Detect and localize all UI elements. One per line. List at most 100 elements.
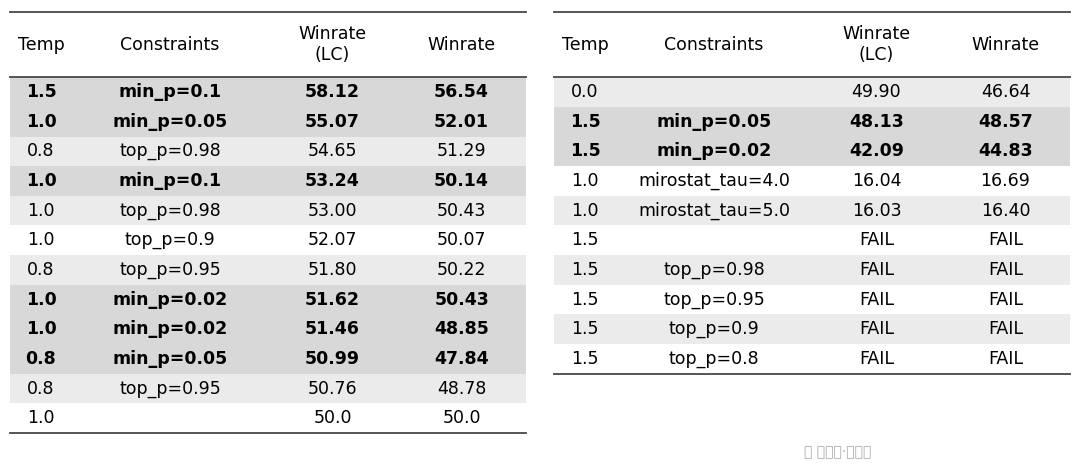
Text: min_p=0.1: min_p=0.1 bbox=[119, 172, 221, 190]
Text: 50.22: 50.22 bbox=[436, 261, 486, 279]
Text: top_p=0.9: top_p=0.9 bbox=[669, 320, 759, 338]
Text: 50.0: 50.0 bbox=[313, 409, 352, 427]
Bar bbox=[554, 255, 1070, 285]
Text: 1.0: 1.0 bbox=[26, 291, 56, 308]
Bar bbox=[10, 196, 526, 226]
Text: FAIL: FAIL bbox=[859, 261, 894, 279]
Text: 1.0: 1.0 bbox=[27, 409, 55, 427]
Bar bbox=[554, 344, 1070, 374]
Text: Winrate
(LC): Winrate (LC) bbox=[842, 25, 910, 64]
Bar bbox=[554, 196, 1070, 226]
Text: 16.03: 16.03 bbox=[852, 202, 902, 219]
Bar bbox=[10, 137, 526, 166]
Bar bbox=[10, 403, 526, 433]
Bar bbox=[554, 77, 1070, 107]
Text: 0.8: 0.8 bbox=[27, 142, 55, 161]
Text: Winrate: Winrate bbox=[971, 36, 1040, 54]
Text: 1.0: 1.0 bbox=[27, 202, 55, 219]
Text: FAIL: FAIL bbox=[988, 291, 1023, 308]
Bar bbox=[554, 12, 1070, 77]
Text: 1.0: 1.0 bbox=[26, 320, 56, 338]
Text: top_p=0.9: top_p=0.9 bbox=[124, 231, 215, 249]
Text: FAIL: FAIL bbox=[988, 320, 1023, 338]
Text: 1.5: 1.5 bbox=[571, 231, 598, 249]
Bar bbox=[10, 255, 526, 285]
Text: 16.69: 16.69 bbox=[981, 172, 1030, 190]
Bar bbox=[10, 314, 526, 344]
Text: 1.5: 1.5 bbox=[569, 113, 600, 131]
Text: 51.80: 51.80 bbox=[308, 261, 357, 279]
Text: Winrate
(LC): Winrate (LC) bbox=[298, 25, 366, 64]
Text: 0.8: 0.8 bbox=[26, 350, 56, 368]
Text: 48.57: 48.57 bbox=[978, 113, 1032, 131]
Text: 53.00: 53.00 bbox=[308, 202, 357, 219]
Text: 53.24: 53.24 bbox=[306, 172, 360, 190]
Text: 58.12: 58.12 bbox=[305, 83, 360, 101]
Text: FAIL: FAIL bbox=[988, 261, 1023, 279]
Text: 1.0: 1.0 bbox=[571, 202, 598, 219]
Text: Constraints: Constraints bbox=[664, 36, 764, 54]
Text: 42.09: 42.09 bbox=[849, 142, 904, 161]
Text: 47.84: 47.84 bbox=[434, 350, 489, 368]
Text: 50.99: 50.99 bbox=[305, 350, 360, 368]
Text: min_p=0.1: min_p=0.1 bbox=[119, 83, 221, 101]
Text: 50.43: 50.43 bbox=[434, 291, 489, 308]
Bar bbox=[10, 344, 526, 374]
Text: top_p=0.98: top_p=0.98 bbox=[663, 261, 765, 279]
Text: 48.85: 48.85 bbox=[434, 320, 489, 338]
Text: 48.78: 48.78 bbox=[436, 380, 486, 397]
Text: top_p=0.8: top_p=0.8 bbox=[669, 350, 759, 368]
Bar bbox=[10, 285, 526, 314]
Text: 55.07: 55.07 bbox=[305, 113, 360, 131]
Text: top_p=0.95: top_p=0.95 bbox=[119, 380, 220, 397]
Text: min_p=0.02: min_p=0.02 bbox=[112, 320, 228, 338]
Text: top_p=0.95: top_p=0.95 bbox=[663, 291, 765, 308]
Text: 1.0: 1.0 bbox=[26, 113, 56, 131]
Text: 52.01: 52.01 bbox=[434, 113, 489, 131]
Text: min_p=0.02: min_p=0.02 bbox=[112, 291, 228, 308]
Text: 0.0: 0.0 bbox=[571, 83, 598, 101]
Text: min_p=0.05: min_p=0.05 bbox=[657, 113, 771, 131]
Bar bbox=[10, 374, 526, 403]
Bar bbox=[10, 166, 526, 196]
Text: FAIL: FAIL bbox=[988, 231, 1023, 249]
Text: 1.5: 1.5 bbox=[569, 142, 600, 161]
Text: 50.0: 50.0 bbox=[442, 409, 481, 427]
Text: FAIL: FAIL bbox=[988, 350, 1023, 368]
Text: 1.0: 1.0 bbox=[26, 172, 56, 190]
Text: FAIL: FAIL bbox=[859, 231, 894, 249]
Text: mirostat_tau=4.0: mirostat_tau=4.0 bbox=[638, 172, 789, 190]
Bar bbox=[554, 314, 1070, 344]
Bar bbox=[10, 77, 526, 107]
Text: Temp: Temp bbox=[562, 36, 608, 54]
Text: 50.07: 50.07 bbox=[436, 231, 486, 249]
Text: 46.64: 46.64 bbox=[981, 83, 1030, 101]
Text: FAIL: FAIL bbox=[859, 320, 894, 338]
Text: 51.46: 51.46 bbox=[305, 320, 360, 338]
Bar bbox=[554, 107, 1070, 137]
Text: 50.76: 50.76 bbox=[308, 380, 357, 397]
Text: 56.54: 56.54 bbox=[434, 83, 489, 101]
Text: 0.8: 0.8 bbox=[27, 380, 55, 397]
Text: 1.0: 1.0 bbox=[27, 231, 55, 249]
Bar bbox=[10, 107, 526, 137]
Text: FAIL: FAIL bbox=[859, 291, 894, 308]
Text: 🐼 公众号·量子位: 🐼 公众号·量子位 bbox=[805, 445, 872, 459]
Text: top_p=0.95: top_p=0.95 bbox=[119, 261, 220, 279]
Text: 1.5: 1.5 bbox=[571, 350, 598, 368]
Text: 52.07: 52.07 bbox=[308, 231, 357, 249]
Text: 44.83: 44.83 bbox=[978, 142, 1032, 161]
Text: 50.14: 50.14 bbox=[434, 172, 489, 190]
Text: min_p=0.02: min_p=0.02 bbox=[657, 142, 771, 161]
Bar bbox=[554, 226, 1070, 255]
Bar bbox=[554, 137, 1070, 166]
Text: 1.5: 1.5 bbox=[571, 320, 598, 338]
Bar bbox=[554, 166, 1070, 196]
Text: 0.8: 0.8 bbox=[27, 261, 55, 279]
Text: min_p=0.05: min_p=0.05 bbox=[112, 113, 228, 131]
Text: Constraints: Constraints bbox=[120, 36, 219, 54]
Text: 1.0: 1.0 bbox=[571, 172, 598, 190]
Text: Temp: Temp bbox=[17, 36, 65, 54]
Text: FAIL: FAIL bbox=[859, 350, 894, 368]
Text: 1.5: 1.5 bbox=[26, 83, 56, 101]
